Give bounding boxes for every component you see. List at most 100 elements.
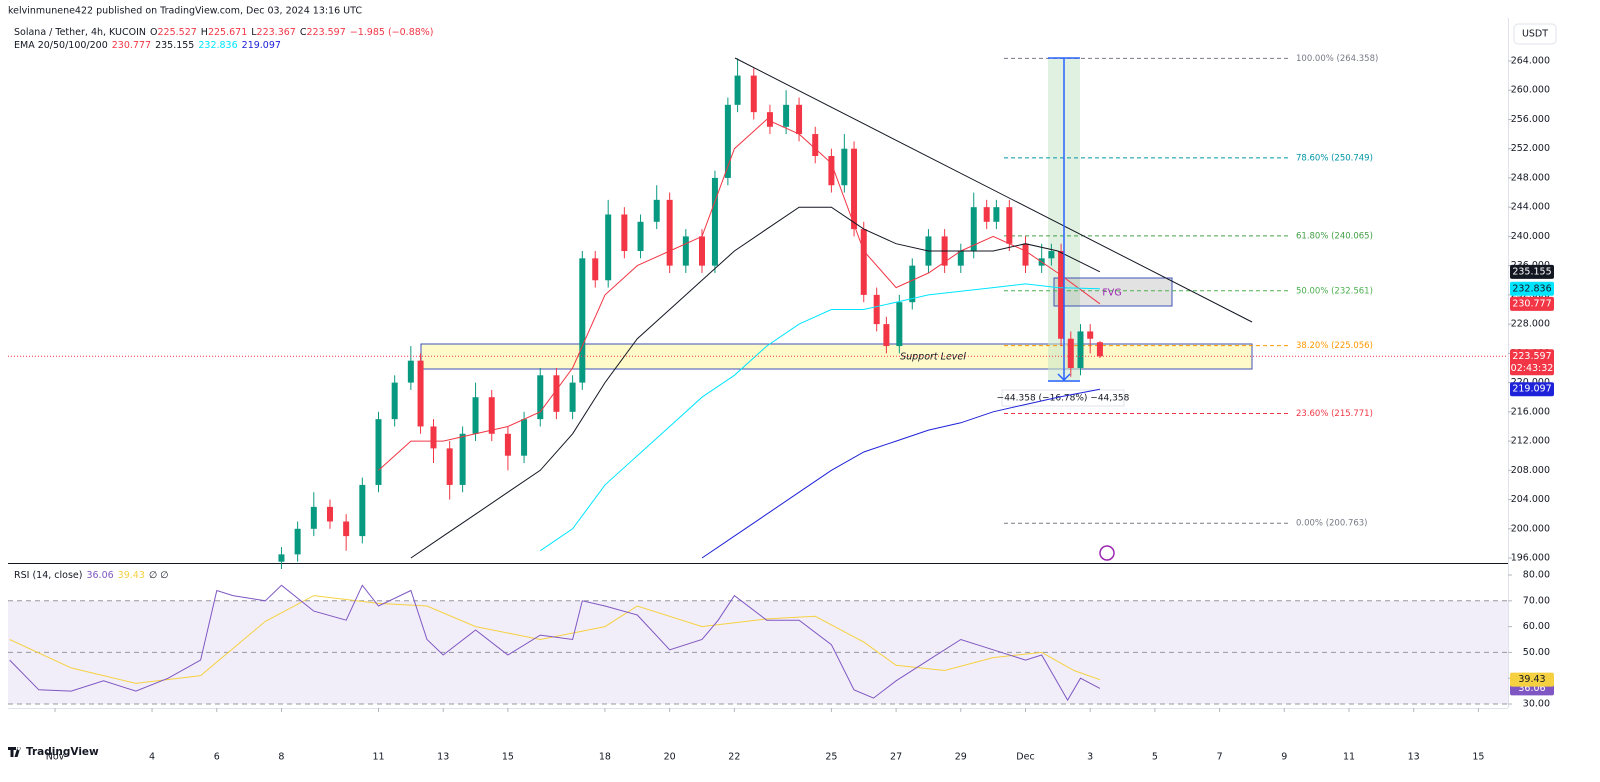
candle-body bbox=[1048, 251, 1055, 259]
x-tick-label: 25 bbox=[825, 752, 837, 763]
x-tick-label: 13 bbox=[1408, 752, 1420, 763]
candle-body bbox=[812, 134, 819, 157]
candle-body bbox=[883, 324, 890, 347]
candle-body bbox=[699, 236, 706, 266]
candle-body bbox=[278, 554, 285, 562]
ema-line bbox=[701, 388, 1100, 559]
countdown: 02:43:32 bbox=[1511, 363, 1554, 374]
candle-body bbox=[1067, 338, 1074, 368]
candle-body bbox=[828, 156, 835, 186]
candle-body bbox=[391, 382, 398, 420]
price-badge bbox=[1510, 264, 1554, 279]
y-tick-label: 70.00 bbox=[1523, 595, 1550, 606]
candle-body bbox=[1022, 243, 1029, 266]
y-tick-label: 252.000 bbox=[1511, 143, 1550, 154]
fib-label: 100.00% (264.358) bbox=[1296, 54, 1378, 64]
ohlc-key: C bbox=[300, 27, 307, 38]
candle-body bbox=[873, 294, 880, 325]
y-tick-label: 248.000 bbox=[1511, 172, 1550, 183]
candle-body bbox=[711, 177, 718, 266]
ohlc-value: 225.527 bbox=[158, 27, 197, 38]
ema-value: 235.155 bbox=[155, 40, 194, 51]
symbol-title: Solana / Tether, 4h, KUCOIN bbox=[14, 27, 146, 38]
candle-body bbox=[375, 419, 382, 485]
y-tick-label: 80.00 bbox=[1523, 570, 1550, 581]
ema-value: 219.097 bbox=[242, 40, 281, 51]
x-tick-label: 7 bbox=[1217, 752, 1223, 763]
candle-body bbox=[1087, 331, 1094, 339]
candle-body bbox=[537, 375, 544, 420]
candle-body bbox=[1096, 342, 1103, 357]
published-line: kelvinmunene422 published on TradingView… bbox=[8, 6, 362, 17]
price-badge-label: 235.155 bbox=[1512, 266, 1551, 277]
measure-label: −44.358 (−16.78%) −44,358 bbox=[997, 394, 1130, 404]
measure-box bbox=[1001, 389, 1125, 407]
rsi-value: 39.43 bbox=[118, 570, 145, 581]
candle-body bbox=[343, 521, 350, 537]
candle-body bbox=[521, 419, 528, 456]
ohlc-value: 223.367 bbox=[257, 27, 296, 38]
y-tick-label: 244.000 bbox=[1511, 202, 1550, 213]
candle-body bbox=[569, 382, 576, 412]
price-badge bbox=[1510, 349, 1554, 376]
brand-logo bbox=[8, 747, 21, 757]
rsi-line bbox=[9, 595, 1101, 684]
x-tick-label: 11 bbox=[1343, 752, 1355, 763]
ema-line bbox=[410, 206, 1101, 559]
measure-head bbox=[1057, 373, 1071, 382]
candle-body bbox=[637, 221, 644, 252]
y-tick-label: 256.000 bbox=[1511, 114, 1550, 125]
ema-value: 230.777 bbox=[112, 40, 151, 51]
candle-body bbox=[766, 112, 773, 127]
ohlc-key: H bbox=[201, 27, 208, 38]
candle-body bbox=[605, 214, 612, 281]
candle-body bbox=[666, 199, 673, 266]
candle-body bbox=[553, 375, 560, 412]
ohlc-key: L bbox=[251, 27, 257, 38]
x-tick-label: 9 bbox=[1281, 752, 1287, 763]
fib-label: 0.00% (200.763) bbox=[1296, 519, 1368, 529]
y-tick-label: 60.00 bbox=[1523, 621, 1550, 632]
brand: TradingView bbox=[26, 746, 99, 758]
x-tick-label: 8 bbox=[278, 752, 284, 763]
x-tick-label: 15 bbox=[502, 752, 514, 763]
candle-body bbox=[430, 426, 437, 449]
candle-body bbox=[653, 199, 660, 222]
candle-body bbox=[621, 214, 628, 252]
price-badge-label: 219.097 bbox=[1512, 384, 1551, 395]
candle-body bbox=[1058, 251, 1065, 339]
currency-label[interactable]: USDT bbox=[1522, 29, 1548, 40]
price-badge bbox=[1510, 672, 1554, 687]
candle-body bbox=[326, 506, 333, 522]
currency-button[interactable] bbox=[1513, 23, 1557, 45]
candle-body bbox=[592, 258, 599, 281]
rsi-extra: ∅ ∅ bbox=[149, 570, 169, 581]
candle-body bbox=[957, 251, 964, 266]
change-value: −1.985 (−0.88%) bbox=[350, 27, 434, 38]
candle-body bbox=[796, 104, 803, 135]
price-badge bbox=[1510, 296, 1554, 311]
logo-mark bbox=[8, 747, 21, 757]
x-tick-label: 20 bbox=[664, 752, 676, 763]
x-tick-label: 13 bbox=[437, 752, 449, 763]
x-tick-label: Nov bbox=[46, 752, 65, 763]
x-tick-label: 6 bbox=[214, 752, 220, 763]
x-tick-label: 29 bbox=[955, 752, 967, 763]
fib-label: 23.60% (215.771) bbox=[1296, 409, 1373, 419]
fib-label: 38.20% (225.056) bbox=[1296, 341, 1373, 351]
rsi-title: RSI (14, close) bbox=[14, 570, 82, 581]
candle-body bbox=[459, 433, 466, 485]
candle-body bbox=[841, 148, 848, 186]
y-tick-label: 204.000 bbox=[1511, 494, 1550, 505]
candle-body bbox=[294, 528, 301, 555]
ohlc-value: 225.671 bbox=[208, 27, 247, 38]
price-badge-label: 36.06 bbox=[1518, 683, 1545, 694]
candle-body bbox=[310, 506, 317, 529]
y-tick-label: 212.000 bbox=[1511, 436, 1550, 447]
ema-value: 232.836 bbox=[198, 40, 237, 51]
candle-body bbox=[472, 397, 479, 434]
rsi-line bbox=[9, 584, 1101, 702]
price-badge-label: 230.777 bbox=[1512, 298, 1551, 309]
ema-legend: EMA 20/50/100/200 230.777 235.155 232.836 21… bbox=[14, 40, 281, 51]
